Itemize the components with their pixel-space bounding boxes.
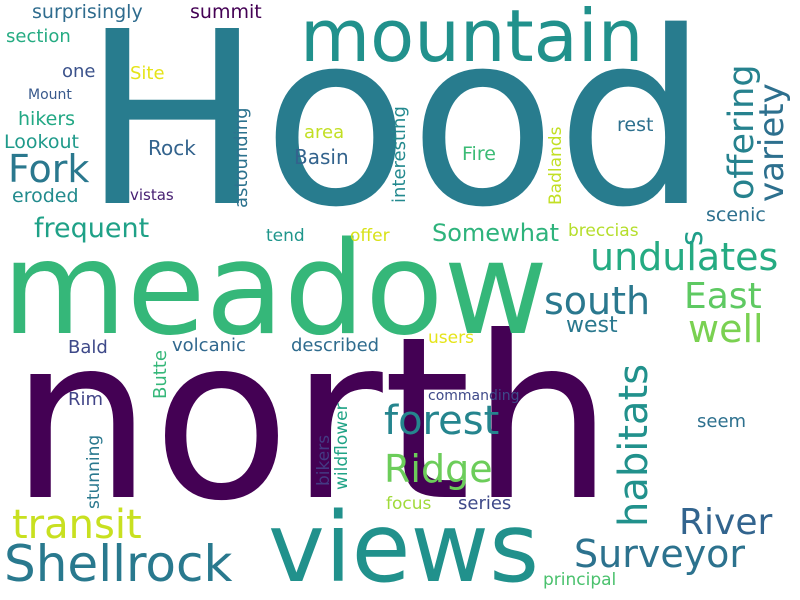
word-butte: Butte [150, 350, 171, 399]
word-badlands: Badlands [546, 126, 566, 205]
word-wildflower: wildflower [332, 403, 352, 490]
word-summit: summit [190, 1, 262, 23]
word-site: Site [130, 63, 165, 84]
word-variety: variety [752, 83, 792, 202]
word-volcanic: volcanic [172, 335, 246, 356]
word-breccias: breccias [568, 221, 639, 241]
word-meadow: meadow [2, 215, 549, 364]
word-lookout: Lookout [4, 131, 79, 153]
word-surveyor: Surveyor [574, 532, 746, 576]
word-commanding: commanding [428, 388, 520, 404]
word-mount: Mount [28, 87, 72, 103]
word-shellrock: Shellrock [4, 535, 233, 593]
word-undulates: undulates [590, 235, 779, 279]
word-focus: focus [386, 494, 432, 514]
word-transit: transit [12, 502, 142, 548]
word-principal: principal [543, 570, 617, 590]
word-seem: seem [697, 411, 747, 432]
word-section: section [6, 26, 71, 47]
word-scenic: scenic [706, 204, 766, 226]
word-eroded: eroded [12, 185, 79, 207]
word-area: area [304, 122, 345, 143]
word-ridge: Ridge [384, 447, 493, 491]
word-fork: Fork [8, 147, 90, 191]
word-somewhat: Somewhat [432, 219, 560, 247]
word-users: users [428, 328, 474, 348]
word-one: one [62, 61, 96, 82]
word-views: views [268, 492, 540, 600]
word-bikers: bikers [314, 434, 334, 486]
word-river: River [679, 502, 773, 543]
word-south: south [544, 279, 651, 323]
word-bald: Bald [68, 337, 108, 358]
word-forest: forest [384, 398, 500, 444]
word-described: described [291, 335, 380, 356]
word-west: west [566, 313, 618, 338]
word-habitats: habitats [611, 363, 657, 527]
word-s: s [675, 230, 710, 246]
word-vistas: vistas [130, 186, 174, 204]
word-fire: Fire [462, 143, 496, 165]
word-mountain: mountain [300, 0, 644, 78]
word-offer: offer [350, 226, 390, 246]
word-interesting: interesting [389, 106, 410, 203]
word-tend: tend [266, 226, 305, 246]
word-hikers: hikers [18, 108, 76, 130]
word-series: series [458, 493, 512, 514]
word-east: East [684, 276, 762, 317]
word-well: well [688, 307, 764, 351]
word-rim: Rim [68, 389, 104, 410]
word-astounding: astounding [231, 107, 252, 208]
word-basin: Basin [294, 145, 349, 169]
word-hood: Hood [82, 0, 709, 260]
word-surprisingly: surprisingly [32, 1, 143, 23]
word-north: north [10, 289, 614, 551]
word-stunning: stunning [84, 434, 104, 509]
word-rest: rest [617, 114, 654, 136]
word-rock: Rock [148, 136, 196, 160]
word-frequent: frequent [34, 213, 150, 244]
